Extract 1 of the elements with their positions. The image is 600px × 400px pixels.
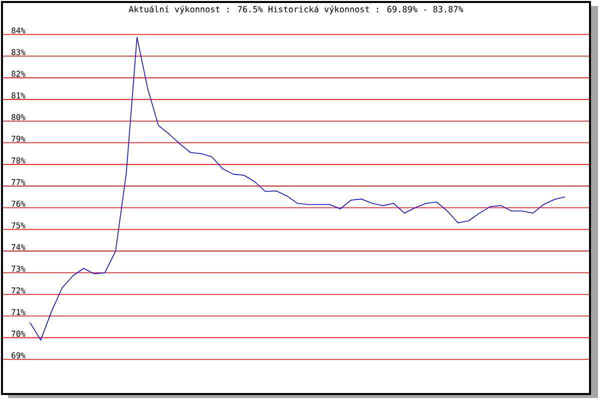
chart-title: Aktuální výkonnost : 76.5% Historická výkonnost : 69.89% - 83.87% bbox=[128, 6, 464, 14]
